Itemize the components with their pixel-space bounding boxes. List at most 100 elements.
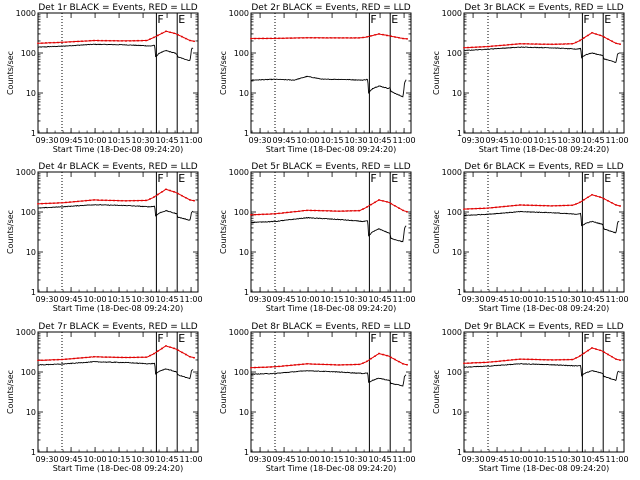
marker-label-e: E bbox=[178, 172, 185, 185]
y-tick-label: 1 bbox=[457, 288, 462, 297]
series-point-lld bbox=[386, 354, 388, 357]
series-point-lld bbox=[390, 202, 392, 205]
series-point-lld bbox=[507, 205, 509, 208]
series-point-lld bbox=[491, 45, 493, 48]
series-point-lld bbox=[298, 363, 300, 366]
series-point-lld bbox=[85, 356, 87, 359]
series-point-lld bbox=[282, 365, 284, 367]
series-point-lld bbox=[394, 204, 396, 207]
x-tick-label: 10:15 bbox=[108, 455, 131, 464]
series-point-lld bbox=[551, 43, 553, 46]
series-point-lld bbox=[185, 353, 187, 356]
marker-label-e: E bbox=[391, 172, 398, 185]
series-point-lld bbox=[121, 199, 123, 202]
y-tick-label: 100 bbox=[21, 208, 36, 217]
series-point-lld bbox=[49, 41, 51, 44]
y-tick-label: 1000 bbox=[229, 168, 249, 177]
series-point-lld bbox=[101, 356, 103, 358]
series-line-lld bbox=[251, 199, 409, 216]
series-point-lld bbox=[298, 37, 300, 39]
series-point-lld bbox=[467, 46, 469, 49]
series-point-lld bbox=[350, 37, 352, 39]
series-point-lld bbox=[322, 36, 324, 39]
y-tick-label: 100 bbox=[447, 49, 462, 58]
series-point-lld bbox=[543, 204, 545, 207]
series-point-lld bbox=[378, 199, 380, 201]
series-point-lld bbox=[611, 355, 613, 358]
series-point-lld bbox=[145, 39, 147, 42]
series-point-lld bbox=[370, 203, 372, 206]
y-axis-label: Counts/sec bbox=[219, 210, 228, 254]
series-point-lld bbox=[334, 210, 336, 212]
series-point-lld bbox=[551, 205, 553, 207]
series-point-lld bbox=[571, 204, 573, 207]
series-point-lld bbox=[169, 189, 171, 192]
y-tick-label: 100 bbox=[234, 368, 249, 377]
series-point-lld bbox=[394, 358, 396, 361]
series-point-lld bbox=[555, 204, 557, 207]
series-point-lld bbox=[338, 210, 340, 213]
x-tick-label: 11:00 bbox=[180, 455, 203, 464]
panel-title: Det 1r BLACK = Events, RED = LLD bbox=[38, 3, 197, 13]
series-point-lld bbox=[133, 356, 135, 359]
series-point-lld bbox=[603, 351, 605, 354]
chart-panel: Det 1r BLACK = Events, RED = LLD 1 10 100 10… bbox=[6, 3, 203, 154]
series-point-lld bbox=[81, 40, 83, 43]
marker-label-e: E bbox=[391, 13, 398, 26]
series-point-lld bbox=[61, 358, 63, 361]
series-point-lld bbox=[113, 39, 115, 42]
series-point-lld bbox=[579, 355, 581, 357]
series-point-lld bbox=[65, 41, 67, 43]
x-tick-label: 10:45 bbox=[369, 455, 392, 464]
series-point-lld bbox=[326, 209, 328, 212]
series-point-lld bbox=[41, 42, 43, 45]
series-point-lld bbox=[37, 42, 39, 45]
chart-panel: Det 9r BLACK = Events, RED = LLD 1 10 100 10… bbox=[432, 322, 629, 473]
series-point-lld bbox=[599, 34, 601, 37]
series-point-lld bbox=[567, 358, 569, 361]
series-point-lld bbox=[109, 199, 111, 202]
series-point-lld bbox=[322, 363, 324, 366]
series-point-lld bbox=[278, 212, 280, 215]
series-point-lld bbox=[266, 366, 268, 368]
panel-title: Det 3r BLACK = Events, RED = LLD bbox=[464, 3, 623, 13]
series-point-lld bbox=[270, 213, 272, 215]
series-point-lld bbox=[471, 46, 473, 49]
series-point-lld bbox=[318, 209, 320, 212]
series-point-lld bbox=[386, 200, 388, 203]
series-point-lld bbox=[539, 358, 541, 361]
series-point-lld bbox=[386, 34, 388, 37]
x-axis-label: Start Time (18-Dec-08 09:24:20) bbox=[266, 304, 397, 313]
series-point-lld bbox=[603, 36, 605, 38]
series-point-lld bbox=[177, 192, 179, 195]
x-tick-label: 10:00 bbox=[510, 295, 533, 304]
series-point-lld bbox=[125, 356, 127, 359]
series-point-lld bbox=[382, 33, 384, 36]
series-point-lld bbox=[619, 205, 621, 207]
series-point-lld bbox=[595, 195, 597, 197]
series-point-lld bbox=[487, 361, 489, 364]
series-point-lld bbox=[571, 42, 573, 45]
y-axis-label: Counts/sec bbox=[6, 370, 15, 414]
x-tick-label: 10:30 bbox=[345, 136, 368, 145]
series-point-lld bbox=[185, 37, 187, 40]
series-point-lld bbox=[258, 37, 260, 40]
plot-frame bbox=[250, 12, 412, 134]
series-point-lld bbox=[358, 37, 360, 39]
series-point-lld bbox=[519, 42, 521, 45]
plot-frame bbox=[463, 331, 625, 453]
series-point-lld bbox=[475, 207, 477, 210]
series-point-lld bbox=[113, 356, 115, 359]
series-point-lld bbox=[274, 212, 276, 215]
series-point-lld bbox=[69, 40, 71, 43]
series-point-lld bbox=[117, 199, 119, 202]
series-point-lld bbox=[330, 363, 332, 366]
x-tick-label: 10:30 bbox=[345, 295, 368, 304]
series-point-lld bbox=[338, 37, 340, 39]
series-point-lld bbox=[45, 42, 47, 44]
series-point-lld bbox=[523, 204, 525, 206]
series-point-lld bbox=[177, 33, 179, 36]
series-point-lld bbox=[262, 213, 264, 216]
y-tick-label: 1000 bbox=[442, 168, 462, 177]
series-point-lld bbox=[495, 44, 497, 47]
